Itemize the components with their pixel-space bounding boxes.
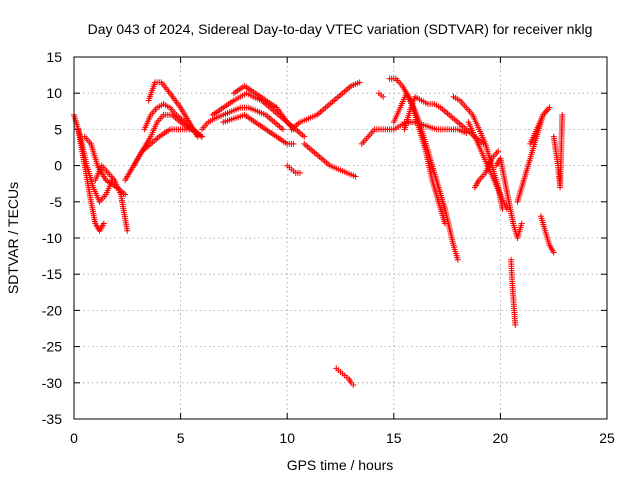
series-arc-11 — [230, 82, 297, 133]
x-axis-label: GPS time / hours — [287, 457, 394, 473]
data-point — [454, 256, 461, 263]
x-tick-label: 20 — [493, 430, 509, 446]
series-arc-5 — [122, 111, 205, 184]
data-point — [301, 133, 308, 140]
data-points — [71, 75, 566, 388]
x-tick-label: 5 — [177, 430, 185, 446]
grid-lines — [74, 57, 607, 419]
y-tick-label: -20 — [42, 302, 62, 318]
y-tick-label: 5 — [54, 121, 62, 137]
x-tick-label: 0 — [70, 430, 78, 446]
x-tick-labels: 0 5 10 15 20 25 — [70, 430, 615, 446]
data-point — [352, 173, 359, 180]
data-point — [503, 206, 510, 213]
series-arc-27 — [508, 256, 519, 328]
series-arc-4 — [92, 162, 131, 234]
series-arc-14 — [288, 79, 363, 133]
y-tick-label: -35 — [42, 411, 62, 427]
data-point — [512, 321, 519, 328]
chart-title: Day 043 of 2024, Sidereal Day-to-day VTE… — [88, 21, 593, 37]
series-arc-16 — [333, 365, 357, 388]
series-arc-31 — [550, 111, 566, 191]
series-arc-2 — [75, 126, 107, 234]
series-arc-29 — [527, 104, 553, 147]
data-point — [279, 126, 286, 133]
series-arc-1 — [71, 111, 116, 205]
data-point — [518, 220, 525, 227]
y-tick-label: 10 — [46, 85, 62, 101]
series-arc-20 — [390, 90, 448, 227]
y-tick-label: -30 — [42, 375, 62, 391]
y-tick-label: 15 — [46, 49, 62, 65]
series-arc-25 — [471, 148, 502, 191]
data-point — [463, 130, 470, 137]
series-arc-13 — [284, 162, 303, 176]
data-point — [559, 111, 566, 118]
series-arc-24 — [465, 119, 510, 213]
series-arc-10 — [209, 90, 308, 140]
x-tick-label: 10 — [279, 430, 295, 446]
series-arc-18 — [375, 90, 387, 100]
y-tick-label: -25 — [42, 339, 62, 355]
data-point — [100, 220, 107, 227]
y-axis-label: SDTVAR / TECUs — [5, 182, 21, 294]
series-arc-8 — [130, 126, 205, 169]
data-point — [124, 227, 131, 234]
series-arc-28 — [514, 104, 553, 205]
data-point — [296, 169, 303, 176]
data-point — [290, 140, 297, 147]
y-tick-label: -15 — [42, 266, 62, 282]
series-arc-15 — [301, 140, 359, 180]
series-arc-22 — [401, 119, 470, 137]
series-arc-12 — [220, 111, 297, 147]
data-point — [380, 93, 387, 100]
data-point — [350, 381, 357, 388]
data-point — [546, 104, 553, 111]
y-tick-labels: 15 10 5 0 -5 -10 -15 -20 -25 -30 -35 — [42, 49, 62, 427]
y-tick-label: -5 — [50, 194, 63, 210]
data-point — [356, 79, 363, 86]
x-tick-label: 15 — [386, 430, 402, 446]
data-point — [441, 220, 448, 227]
series-arc-9 — [198, 104, 286, 133]
series-arc-17 — [358, 119, 419, 147]
data-point — [495, 148, 502, 155]
plot-frame — [73, 56, 608, 420]
data-point — [198, 133, 205, 140]
y-tick-label: -10 — [42, 230, 62, 246]
series-arc-26 — [493, 155, 525, 241]
data-point — [550, 249, 557, 256]
x-tick-label: 25 — [599, 430, 615, 446]
y-tick-label: 0 — [54, 158, 62, 174]
series-arc-30 — [537, 213, 557, 256]
